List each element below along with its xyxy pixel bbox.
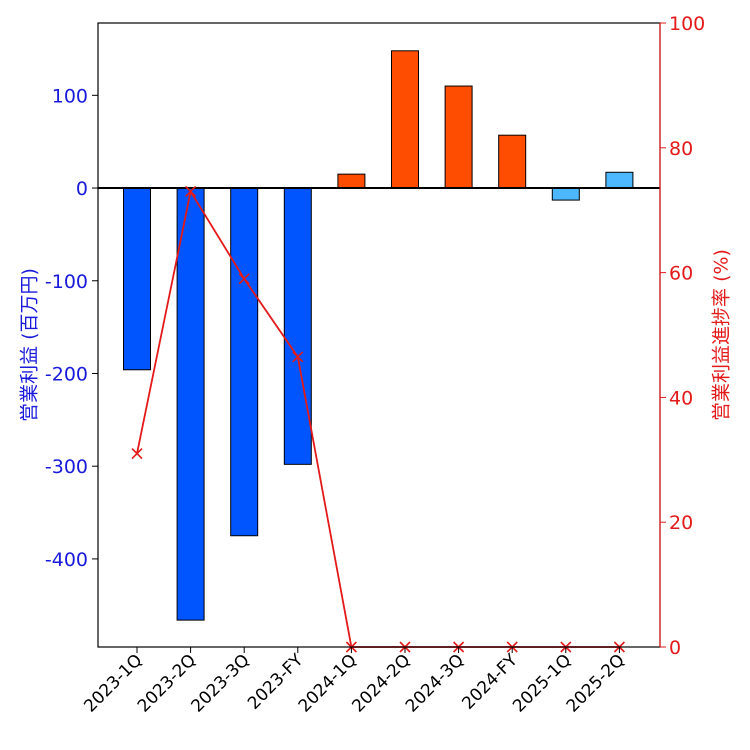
right-tick-label: 40	[669, 387, 693, 409]
x-tick-label-2023-1Q: 2023-1Q	[80, 650, 146, 716]
bar-2024-3Q	[444, 85, 473, 189]
left-tick-label: -100	[45, 271, 88, 293]
x-tick-label-2024-2Q: 2024-2Q	[348, 650, 414, 716]
right-tick-label: 20	[669, 512, 693, 534]
marker-2023-1Q	[131, 447, 143, 460]
bar-2024-2Q	[391, 50, 419, 189]
left-tick-label: 0	[76, 178, 88, 200]
marker-2023-3Q	[238, 273, 250, 285]
progress-series	[131, 185, 625, 653]
right-axis-label: 営業利益進捗率 (%)	[711, 249, 733, 421]
left-tick-label: -400	[45, 549, 88, 571]
right-tick-label: 0	[669, 637, 681, 659]
bar-2023-1Q	[123, 187, 151, 371]
left-tick-label: 100	[52, 85, 88, 107]
bar-2024-FY	[498, 134, 527, 189]
bar-2024-1Q	[337, 173, 366, 189]
left-axis-label: 営業利益 (百万円)	[19, 268, 41, 422]
right-axis: 0 20 40 60 80 100	[660, 13, 705, 659]
left-tick-label: -200	[45, 363, 88, 385]
bar-2025-2Q	[605, 171, 634, 189]
progress-line	[136, 189, 620, 648]
marker-2023-FY	[292, 351, 304, 363]
right-tick-label: 60	[669, 263, 693, 285]
bar-2023-2Q	[176, 187, 205, 621]
x-tick-label-2023-3Q: 2023-3Q	[188, 650, 254, 716]
right-tick-label: 80	[669, 138, 693, 160]
x-tick-label-2025-2Q: 2025-2Q	[563, 650, 629, 716]
x-tick-label-2023-2Q: 2023-2Q	[134, 650, 200, 716]
bar-2025-1Q	[551, 187, 580, 201]
bar-series	[123, 50, 634, 621]
right-tick-label: 100	[669, 13, 705, 35]
bar-2023-3Q	[230, 187, 259, 537]
x-tick-label-2024-3Q: 2024-3Q	[402, 650, 468, 716]
marker-2023-2Q	[185, 185, 197, 198]
left-axis: 100 0 -100 -200 -300 -400	[45, 85, 98, 571]
x-tick-label-2025-1Q: 2025-1Q	[509, 650, 575, 716]
x-axis: 2023-1Q2023-2Q2023-3Q2023-FY2024-1Q2024-…	[80, 647, 629, 717]
left-tick-label: -300	[45, 456, 88, 478]
x-tick-label-2024-1Q: 2024-1Q	[295, 650, 361, 716]
bar-2023-FY	[283, 187, 312, 465]
